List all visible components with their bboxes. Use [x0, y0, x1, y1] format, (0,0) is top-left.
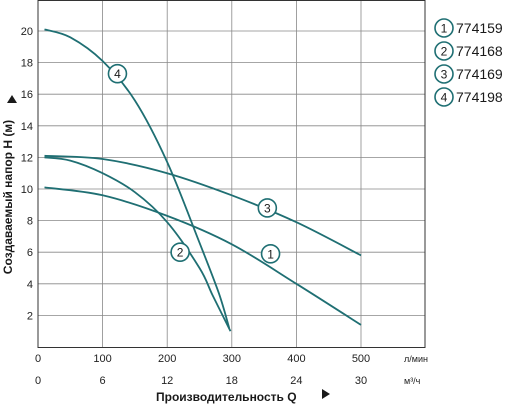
x-axis-title: Производительность Q [156, 390, 297, 404]
legend-marker-4 [434, 87, 454, 107]
x-unit-primary: л/мин [404, 354, 428, 364]
legend-marker-label: 3 [441, 68, 448, 82]
y-tick-label: 6 [27, 247, 33, 259]
plot-frame [37, 0, 426, 348]
curve-774168 [44, 156, 232, 332]
y-tick-label: 18 [21, 58, 33, 70]
y-axis-ticks: 2 4 6 8 10 12 14 16 18 20 [21, 26, 33, 322]
legend-marker-1 [434, 18, 454, 38]
x-tick-label-secondary: 0 [35, 375, 41, 387]
x-axis-arrow-icon [322, 389, 330, 399]
x-unit-secondary: м³/ч [404, 376, 421, 386]
x-tick-label-secondary: 24 [290, 375, 302, 387]
curve-774159 [44, 186, 362, 326]
x-tick-label-primary: 300 [223, 353, 241, 365]
x-tick-label-secondary: 30 [355, 375, 367, 387]
y-tick-label: 10 [21, 184, 33, 196]
x-axis-ticks: 0 100 200 300 400 500 0 6 12 18 24 30 [35, 353, 370, 387]
legend: 1 774159 2 774168 3 774169 4 774198 [434, 18, 503, 107]
x-tick-label-primary: 200 [158, 353, 176, 365]
y-axis-arrow-icon [7, 95, 17, 103]
legend-item-774168: 774168 [456, 43, 503, 59]
curve-marker-4 [107, 63, 128, 84]
y-tick-label: 20 [21, 26, 33, 38]
curve-marker-3 [257, 198, 278, 218]
curve-marker-label: 1 [267, 247, 274, 261]
curve-markers: 1 2 3 4 [107, 63, 281, 264]
y-tick-label: 16 [21, 89, 33, 101]
curve-marker-1 [260, 243, 281, 264]
curve-marker-label: 4 [114, 67, 121, 81]
legend-marker-label: 4 [441, 91, 448, 105]
curve-marker-label: 2 [177, 246, 184, 260]
legend-marker-3 [434, 64, 454, 84]
y-tick-label: 14 [21, 121, 33, 133]
y-tick-label: 12 [21, 152, 33, 164]
x-tick-label-primary: 500 [352, 353, 370, 365]
legend-item-774169: 774169 [456, 66, 503, 82]
legend-item-774159: 774159 [456, 20, 503, 36]
x-tick-label-primary: 400 [287, 353, 305, 365]
legend-item-774198: 774198 [456, 89, 503, 105]
x-tick-label-secondary: 6 [100, 375, 106, 387]
curve-774169 [44, 154, 362, 257]
y-axis-title: Создаваемый напор Н (м) [1, 120, 15, 274]
curve-marker-2 [170, 242, 190, 262]
legend-marker-label: 1 [441, 22, 448, 36]
y-tick-label: 8 [27, 216, 33, 228]
x-tick-label-secondary: 18 [226, 375, 238, 387]
curve-marker-label: 3 [264, 201, 271, 215]
legend-marker-2 [434, 41, 454, 61]
x-tick-label-secondary: 12 [161, 375, 173, 387]
legend-marker-label: 2 [441, 45, 448, 59]
grid [38, 0, 425, 347]
x-tick-label-primary: 100 [93, 353, 111, 365]
curve-774198 [44, 28, 231, 329]
y-tick-label: 2 [27, 310, 33, 322]
x-tick-label-primary: 0 [35, 353, 41, 365]
curves [44, 28, 362, 332]
y-tick-label: 4 [27, 279, 33, 291]
